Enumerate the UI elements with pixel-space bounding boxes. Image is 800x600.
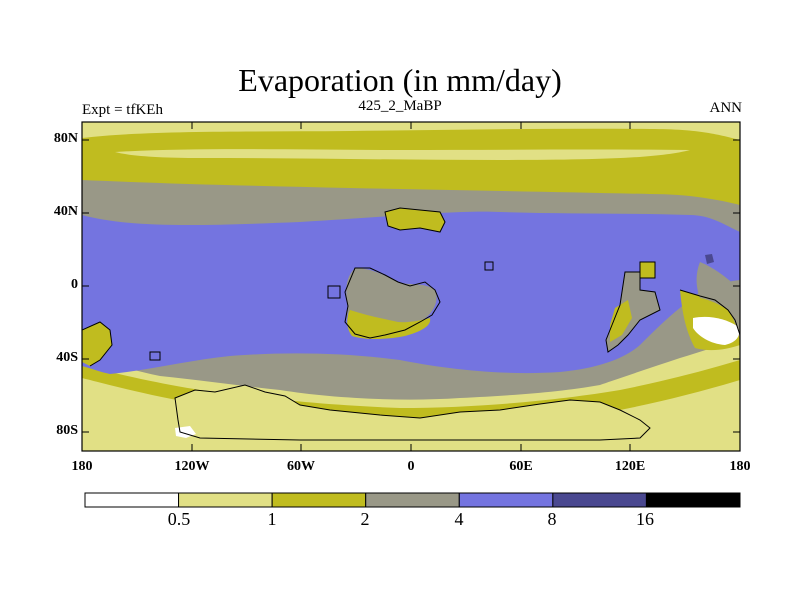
colorbar-box: [84, 492, 180, 508]
colorbar-box: [552, 492, 647, 508]
map-title: Evaporation (in mm/day): [238, 62, 562, 98]
colorbar: [84, 492, 741, 508]
lon-label-180e: 180: [729, 459, 751, 474]
colorbar-label-8: 8: [547, 509, 557, 529]
western-coast-olive: [82, 322, 112, 366]
lon-label-120w: 120W: [174, 459, 210, 474]
antarctic-land: [175, 385, 650, 440]
northern-olive-band: [82, 128, 740, 210]
colorbar-label-1: 1: [267, 509, 277, 529]
colorbar-label-16: 16: [636, 509, 654, 529]
lon-label-120e: 120E: [614, 459, 646, 474]
lat-label-80n: 80N: [53, 131, 78, 146]
map-fields: [82, 122, 740, 451]
colorbar-box: [645, 492, 741, 508]
colorbar-box: [365, 492, 460, 508]
land-outlines: [82, 207, 740, 441]
lon-label-60w: 60W: [287, 459, 315, 474]
east-australia-grey: [696, 262, 740, 320]
colorbar-box: [458, 492, 554, 508]
axis-ticks: [81, 122, 741, 451]
lat-label-80s: 80S: [56, 423, 78, 438]
white-patch-east: [693, 316, 740, 345]
lat-label-40s: 40S: [56, 350, 78, 365]
lat-label-40n: 40N: [53, 204, 78, 219]
northern-light-strip: [115, 149, 690, 160]
lon-label-0: 0: [407, 459, 415, 474]
colorbar-label-2: 2: [360, 509, 370, 529]
time-period-label: 425_2_MaBP: [358, 98, 442, 114]
dark-blue-spot: [705, 254, 714, 264]
season-label: ANN: [709, 100, 743, 116]
olive-coast-west: [347, 310, 431, 339]
colorbar-label-0-5: 0.5: [167, 509, 191, 529]
lat-label-0: 0: [71, 277, 78, 292]
experiment-label: Expt = tfKEh: [82, 102, 163, 118]
colorbar-box: [271, 492, 367, 508]
lon-label-60e: 60E: [509, 459, 533, 474]
colorbar-box: [178, 492, 273, 508]
northern-island-olive: [385, 208, 445, 232]
lon-label-180w: 180: [71, 459, 93, 474]
colorbar-label-4: 4: [454, 509, 464, 529]
eastern-land-olive: [610, 262, 655, 342]
